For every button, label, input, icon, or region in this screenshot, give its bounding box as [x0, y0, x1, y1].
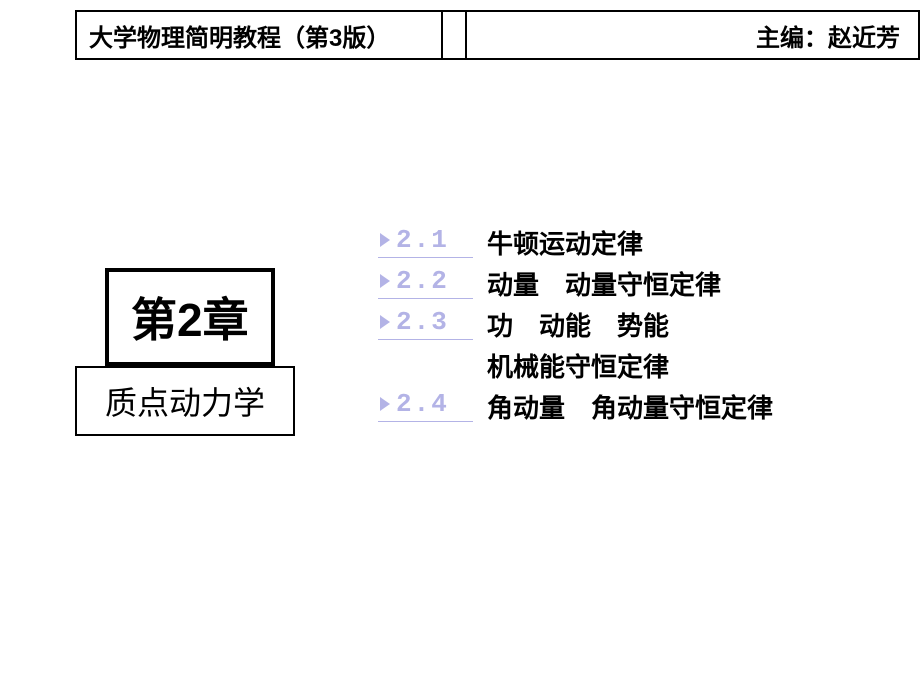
- toc-item: 2.2 动量 动量守恒定律: [378, 266, 773, 305]
- book-title: 大学物理简明教程（第3版）: [75, 10, 443, 60]
- toc-number: 2.1: [396, 225, 449, 255]
- chapter-title-box: 质点动力学: [75, 366, 295, 436]
- triangle-right-icon: [380, 233, 390, 247]
- triangle-right-icon: [380, 397, 390, 411]
- table-of-contents: 2.1 牛顿运动定律 2.2 动量 动量守恒定律 2.3 功 动能 势能 机械能…: [378, 225, 773, 430]
- toc-item: 2.3 功 动能 势能: [378, 307, 773, 346]
- toc-item-continuation: 机械能守恒定律: [378, 348, 773, 387]
- toc-text-line2: 机械能守恒定律: [473, 348, 669, 387]
- triangle-right-icon: [380, 274, 390, 288]
- chapter-title: 质点动力学: [105, 385, 265, 421]
- header-bar: 大学物理简明教程（第3版） 主编：赵近芳: [75, 10, 920, 60]
- chapter-number: 第2章: [131, 294, 249, 346]
- toc-item: 2.4 角动量 角动量守恒定律: [378, 389, 773, 428]
- toc-number: 2.3: [396, 307, 449, 337]
- toc-item: 2.1 牛顿运动定律: [378, 225, 773, 264]
- toc-number: 2.4: [396, 389, 449, 419]
- chapter-number-box: 第2章: [105, 268, 275, 366]
- toc-link-2-1[interactable]: 2.1: [378, 225, 473, 258]
- toc-text: 动量 动量守恒定律: [473, 266, 721, 305]
- toc-link-2-2[interactable]: 2.2: [378, 266, 473, 299]
- toc-text: 角动量 角动量守恒定律: [473, 389, 773, 428]
- toc-link-2-3[interactable]: 2.3: [378, 307, 473, 340]
- toc-text: 牛顿运动定律: [473, 225, 643, 264]
- header-divider: [443, 10, 467, 60]
- toc-text: 功 动能 势能: [473, 307, 669, 346]
- toc-number: 2.2: [396, 266, 449, 296]
- triangle-right-icon: [380, 315, 390, 329]
- toc-link-2-4[interactable]: 2.4: [378, 389, 473, 422]
- editor-name: 主编：赵近芳: [467, 10, 920, 60]
